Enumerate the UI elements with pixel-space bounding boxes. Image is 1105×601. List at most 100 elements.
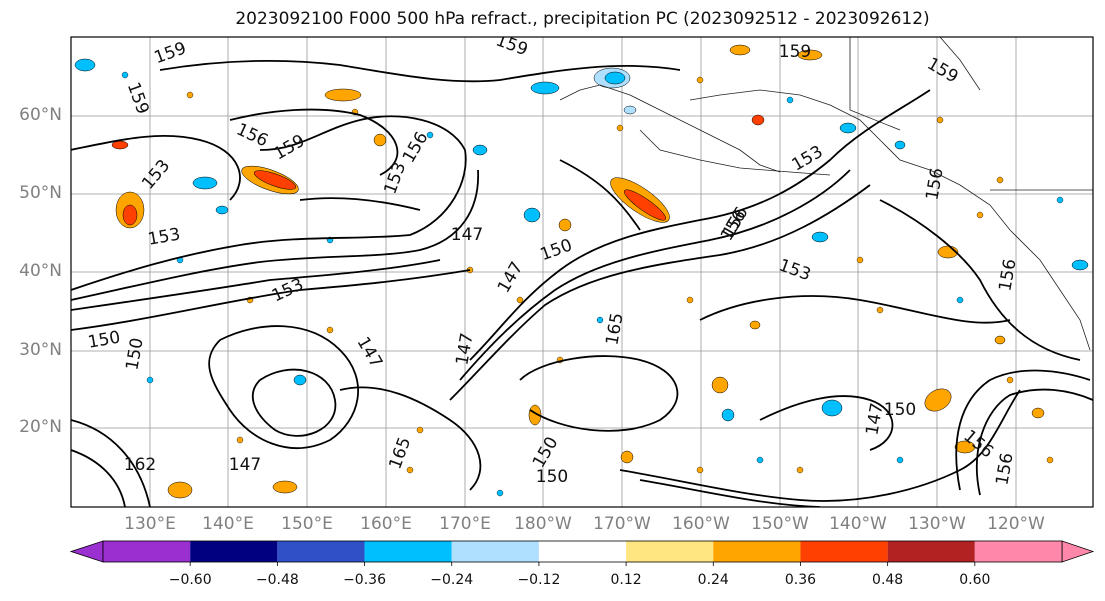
precipitation-patch (530, 81, 560, 95)
colorbar-tick-label: −0.12 (517, 572, 561, 588)
precipitation-patch (894, 140, 906, 150)
contour-line (339, 386, 482, 491)
contour-line (449, 184, 871, 401)
precipitation-patch (954, 440, 976, 454)
precipitation-dot (796, 466, 804, 474)
precipitation-patch (751, 114, 765, 126)
coastlines (559, 37, 1093, 351)
coastline (689, 89, 1091, 351)
contour-value-label: 147 (451, 225, 483, 245)
contour-line (229, 108, 399, 176)
longitude-label: 170°W (593, 514, 651, 534)
contour-line (71, 269, 471, 331)
precipitation-patch (1071, 259, 1089, 271)
precipitation-patch (74, 58, 96, 72)
contour-value-label: 159 (779, 42, 811, 62)
precipitation-patch (821, 399, 843, 417)
precipitation-patch (272, 480, 298, 494)
longitude-label: 160°W (672, 514, 730, 534)
longitude-label: 130°E (124, 514, 176, 534)
precipitation-patch (623, 189, 667, 221)
map-frame (70, 36, 1094, 508)
precipitation-dot (596, 316, 604, 324)
precipitation-dot (976, 211, 984, 219)
precipitation-dot (496, 489, 504, 497)
precipitation-patch (293, 374, 307, 386)
precipitation-patch (623, 105, 637, 115)
precipitation-dot (686, 296, 694, 304)
colorbar-bin (364, 541, 452, 562)
contour-line (459, 169, 851, 381)
precipitation-dot (1056, 196, 1064, 204)
contour-line (759, 395, 894, 451)
contour-line (71, 259, 441, 311)
contour-line (469, 89, 931, 361)
precipitation-patch (528, 404, 542, 426)
colorbar-bin (190, 541, 278, 562)
colorbar-bin (800, 541, 888, 562)
coastline (939, 37, 981, 91)
colorbar-max-arrow (1061, 540, 1095, 563)
precipitation-patch (324, 88, 362, 102)
colorbar-tick-label: −0.48 (255, 572, 299, 588)
precipitation-patch (472, 144, 488, 156)
longitude-label: 130°W (908, 514, 966, 534)
precipitation-dot (996, 176, 1004, 184)
contour-line (619, 389, 1021, 502)
colorbar-tick-label: 0.60 (959, 572, 991, 588)
contour-value-label: 147 (229, 455, 261, 475)
precipitation-patch (192, 176, 218, 190)
longitude-label: 170°E (439, 514, 491, 534)
precipitation-dot (876, 306, 884, 314)
precipitation-patch (924, 388, 952, 412)
precipitation-dot (186, 91, 194, 99)
contour-line (71, 135, 241, 201)
contour-value-label: 150 (884, 400, 916, 420)
colorbar-bin (887, 541, 975, 562)
precipitation-patch (811, 231, 829, 243)
latitude-label: 50°N (19, 183, 62, 203)
contour-value-label: 150 (536, 467, 568, 487)
precipitation-dot (756, 456, 764, 464)
longitude-label: 140°W (829, 514, 887, 534)
precipitation-dot (856, 256, 864, 264)
precipitation-patch (797, 49, 823, 61)
refractivity-contours (71, 59, 1093, 507)
colorbar (69, 540, 1095, 566)
contour-value-label: 162 (124, 455, 156, 475)
contour-line (208, 325, 359, 449)
precipitation-patch (839, 122, 857, 134)
colorbar-tick-label: 0.36 (784, 572, 817, 588)
precipitation-dot (121, 71, 129, 79)
precipitation-patch (122, 204, 138, 226)
colorbar-tick-label: −0.36 (343, 572, 386, 588)
precipitation-patch (711, 376, 729, 394)
precipitation-patch (749, 320, 761, 330)
precipitation-patch (994, 335, 1006, 345)
contour-line (559, 159, 641, 231)
precipitation-patch (604, 71, 626, 85)
precipitation-dot (236, 436, 244, 444)
latitude-label: 40°N (19, 261, 62, 281)
precipitation-dot (936, 116, 944, 124)
precipitation-patch (721, 408, 735, 422)
contour-line (955, 369, 1091, 491)
precipitation-patch (558, 218, 572, 232)
colorbar-tick-label: 0.24 (697, 572, 729, 588)
precipitation-dot (786, 96, 794, 104)
precipitation-patch (167, 481, 193, 499)
colorbar-bin (277, 541, 365, 562)
contour-line (251, 368, 337, 437)
latitude-label: 30°N (19, 340, 62, 360)
longitude-label: 150°W (751, 514, 809, 534)
colorbar-bin (103, 541, 191, 562)
colorbar-bin (451, 541, 539, 562)
longitude-label: 120°W (987, 514, 1045, 534)
precipitation-dot (1046, 456, 1054, 464)
precipitation-dot (696, 76, 704, 84)
colorbar-tick-label: −0.24 (430, 572, 474, 588)
precipitation-dot (616, 124, 624, 132)
contour-line (519, 355, 679, 432)
contour-line (71, 115, 467, 291)
